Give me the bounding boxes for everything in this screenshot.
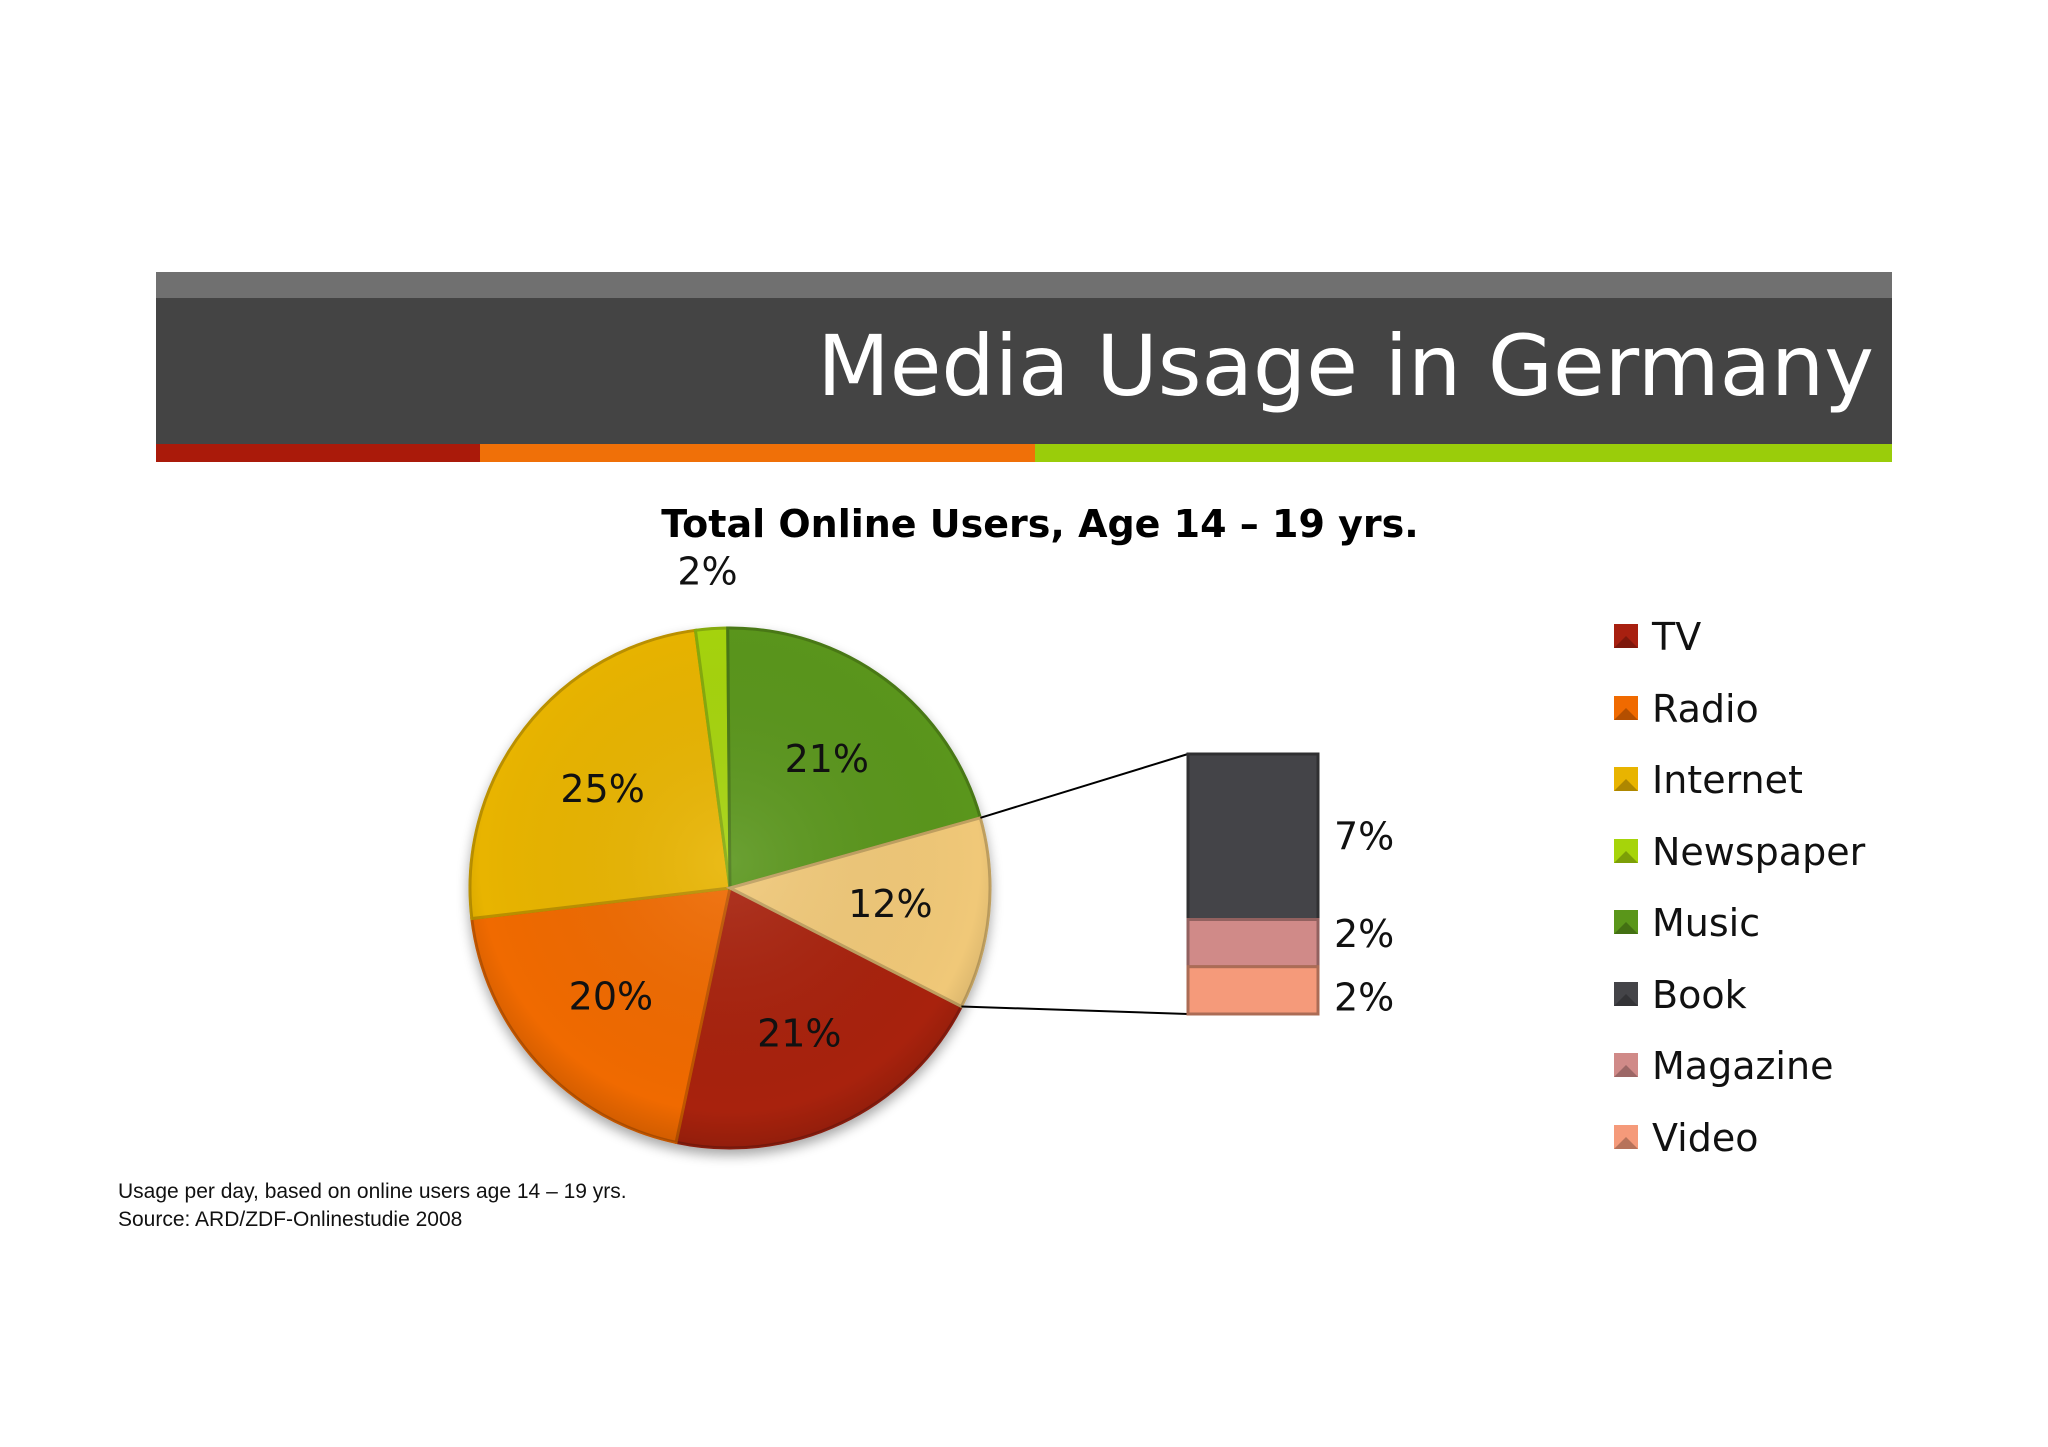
breakout-label-magazine: 2% — [1334, 912, 1394, 956]
pie-shading — [470, 628, 990, 1148]
pie-gloss — [470, 628, 990, 1148]
footnote: Usage per day, based on online users age… — [118, 1178, 627, 1234]
accent-bar-orange — [480, 444, 1035, 462]
footnote-usage: Usage per day, based on online users age… — [118, 1180, 627, 1203]
breakout-label-video: 2% — [1334, 975, 1394, 1019]
accent-bar-green — [1035, 444, 1892, 462]
data-label-music: 21% — [785, 737, 869, 781]
data-labels: 21% 20% 25% 2% 21% 12% 7% 2% 2% — [560, 550, 1394, 1056]
legend-swatch-internet — [1614, 767, 1638, 791]
breakout-bar — [1186, 752, 1320, 1016]
data-label-tv: 21% — [757, 1012, 841, 1056]
data-label-radio: 20% — [569, 975, 653, 1019]
breakout-segment-video — [1186, 965, 1320, 1016]
legend-swatch-newspaper — [1614, 838, 1638, 863]
title-band: Media Usage in Germany — [156, 298, 1892, 444]
footnote-source: Source: ARD/ZDF-Onlinestudie 2008 — [118, 1208, 463, 1231]
breakout-connectors — [961, 753, 1189, 1015]
breakout-segment-magazine — [1186, 918, 1320, 969]
data-label-internet: 25% — [560, 767, 644, 811]
data-label-other: 12% — [848, 882, 932, 926]
legend-swatch-book — [1614, 981, 1638, 1006]
legend-label-internet: Internet — [1652, 758, 1803, 802]
chart-title: Total Online Users, Age 14 – 19 yrs. — [661, 502, 1419, 546]
accent-bar-red — [156, 444, 480, 462]
legend-label-radio: Radio — [1652, 686, 1759, 731]
connector-line-top — [980, 753, 1189, 819]
legend-swatch-radio — [1614, 695, 1638, 720]
connector-line-bottom — [961, 1005, 1189, 1015]
legend-swatch-video — [1614, 1124, 1638, 1149]
slide-title: Media Usage in Germany — [817, 317, 1874, 415]
breakout-label-book: 7% — [1334, 815, 1394, 859]
legend-label-tv: TV — [1652, 615, 1702, 659]
legend-swatch-tv — [1614, 624, 1638, 648]
legend-label-video: Video — [1652, 1115, 1759, 1160]
breakout-segment-book — [1186, 752, 1320, 921]
legend-label-music: Music — [1652, 901, 1761, 945]
legend-swatch-magazine — [1614, 1053, 1638, 1077]
legend-label-magazine: Magazine — [1652, 1044, 1834, 1088]
legend-label-book: Book — [1652, 972, 1747, 1017]
legend-swatch-music — [1614, 910, 1638, 934]
data-label-newspaper: 2% — [677, 550, 737, 594]
title-band-top — [156, 272, 1892, 298]
legend-label-newspaper: Newspaper — [1652, 829, 1866, 874]
